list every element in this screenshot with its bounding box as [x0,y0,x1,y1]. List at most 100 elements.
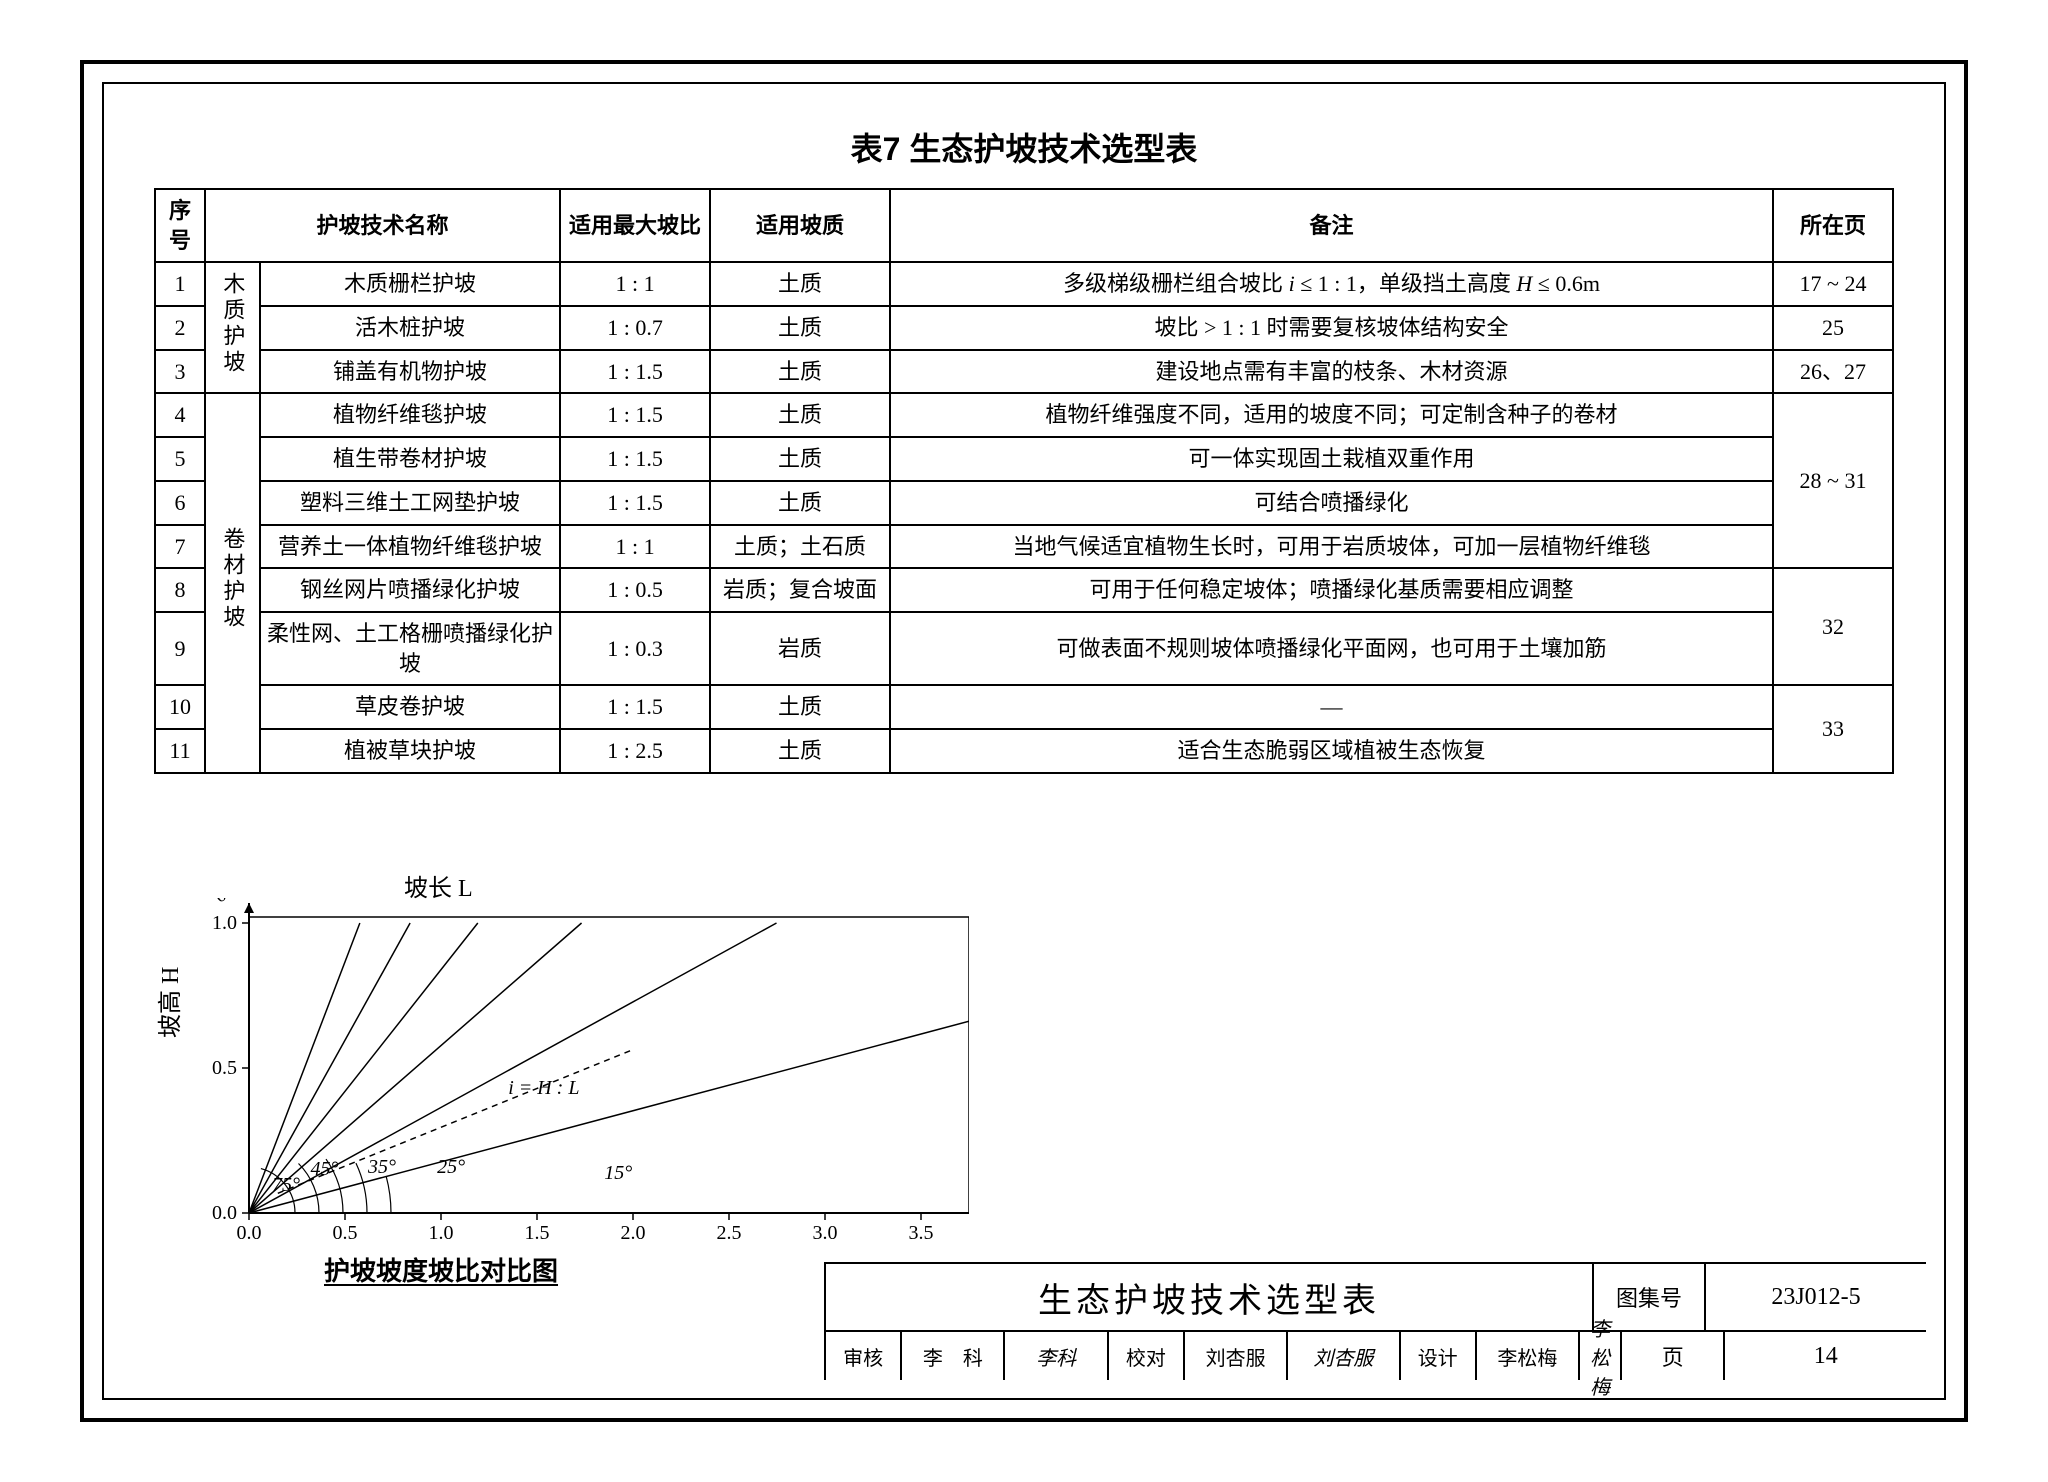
table-cell: 9 [155,612,205,685]
table-row: 4卷材护坡植物纤维毯护坡1 : 1.5土质植物纤维强度不同，适用的坡度不同；可定… [155,393,1893,437]
table-cell: 植物纤维强度不同，适用的坡度不同；可定制含种子的卷材 [890,393,1773,437]
table-cell: 岩质 [710,612,890,685]
table-cell: 8 [155,568,205,612]
table-cell: 可做表面不规则坡体喷播绿化平面网，也可用于土壤加筋 [890,612,1773,685]
table-cell: 土质；土石质 [710,525,890,569]
table-cell: 卷材护坡 [205,393,260,772]
table-cell: 1 : 1.5 [560,481,710,525]
table-cell: — [890,685,1773,729]
table-cell: 6 [155,481,205,525]
col-seq: 序号 [155,189,205,262]
svg-text:i = H : L: i = H : L [508,1077,579,1099]
table-row: 6塑料三维土工网垫护坡1 : 1.5土质可结合喷播绿化 [155,481,1893,525]
table-cell: 2 [155,306,205,350]
table-cell: 32 [1773,568,1893,685]
table-cell: 植物纤维毯护坡 [260,393,560,437]
review-label: 审核 [826,1332,902,1380]
page-value: 14 [1725,1332,1926,1380]
table-cell: 铺盖有机物护坡 [260,350,560,394]
check-name: 刘杏服 [1185,1332,1288,1380]
table-cell: 当地气候适宜植物生长时，可用于岩质坡体，可加一层植物纤维毯 [890,525,1773,569]
table-cell: 木质护坡 [205,262,260,393]
table-cell: 坡比 > 1 : 1 时需要复核坡体结构安全 [890,306,1773,350]
table-cell: 4 [155,393,205,437]
col-page: 所在页 [1773,189,1893,262]
table-cell: 营养土一体植物纤维毯护坡 [260,525,560,569]
table-cell: 土质 [710,262,890,306]
table-cell: 土质 [710,729,890,773]
review-sign: 李科 [1005,1332,1108,1380]
table-cell: 植生带卷材护坡 [260,437,560,481]
design-label: 设计 [1401,1332,1477,1380]
table-row: 8钢丝网片喷播绿化护坡1 : 0.5岩质；复合坡面可用于任何稳定坡体；喷播绿化基… [155,568,1893,612]
table-title: 表7 生态护坡技术选型表 [154,124,1894,170]
book-label: 图集号 [1594,1264,1706,1330]
svg-text:6×10°: 6×10° [211,898,260,907]
svg-text:45°: 45° [310,1158,338,1180]
outer-border: 表7 生态护坡技术选型表 序号 护坡技术名称 适用最大坡比 适用坡质 备注 所在… [80,60,1968,1422]
table-row: 9柔性网、土工格栅喷播绿化护坡1 : 0.3岩质可做表面不规则坡体喷播绿化平面网… [155,612,1893,685]
table-row: 7 营养土一体植物纤维毯护坡1 : 1土质；土石质当地气候适宜植物生长时，可用于岩… [155,525,1893,569]
table-row: 5 植生带卷材护坡1 : 1.5土质可一体实现固土栽植双重作用 [155,437,1893,481]
diagram-caption: 护坡坡度坡比对比图 [324,1251,558,1288]
table-cell: 5 [155,437,205,481]
table-cell: 岩质；复合坡面 [710,568,890,612]
table-cell: 柔性网、土工格栅喷播绿化护坡 [260,612,560,685]
svg-text:35°: 35° [367,1156,396,1178]
table-cell: 17 ~ 24 [1773,262,1893,306]
svg-text:25°: 25° [437,1156,465,1178]
table-cell: 1 : 1 [560,262,710,306]
table-body: 1木质护坡木质栅栏护坡1 : 1土质多级梯级栅栏组合坡比 i ≤ 1 : 1，单… [155,262,1893,772]
table-cell: 土质 [710,350,890,394]
design-name: 李松梅 [1477,1332,1580,1380]
table-cell: 土质 [710,685,890,729]
selection-table: 序号 护坡技术名称 适用最大坡比 适用坡质 备注 所在页 1木质护坡木质栅栏护坡… [154,188,1894,774]
table-cell: 土质 [710,306,890,350]
col-ratio: 适用最大坡比 [560,189,710,262]
table-cell: 33 [1773,685,1893,772]
table-cell: 1 : 1.5 [560,437,710,481]
svg-text:3.5: 3.5 [909,1222,934,1244]
table-cell: 土质 [710,481,890,525]
table-cell: 1 : 1 [560,525,710,569]
table-cell: 1 : 2.5 [560,729,710,773]
svg-text:0.5: 0.5 [333,1222,358,1244]
table-cell: 1 : 1.5 [560,350,710,394]
table-cell: 11 [155,729,205,773]
table-cell: 10 [155,685,205,729]
table-row: 1木质护坡木质栅栏护坡1 : 1土质多级梯级栅栏组合坡比 i ≤ 1 : 1，单… [155,262,1893,306]
svg-text:3.0: 3.0 [813,1222,838,1244]
table-cell: 1 : 0.5 [560,568,710,612]
svg-text:2.0: 2.0 [621,1222,646,1244]
table-cell: 26、27 [1773,350,1893,394]
table-cell: 28 ~ 31 [1773,393,1893,568]
table-cell: 1 : 1.5 [560,393,710,437]
book-value: 23J012-5 [1706,1264,1926,1330]
svg-text:1.5: 1.5 [525,1222,550,1244]
table-cell: 塑料三维土工网垫护坡 [260,481,560,525]
svg-text:1.0: 1.0 [429,1222,454,1244]
svg-text:0.5: 0.5 [212,1057,237,1079]
page-label: 页 [1622,1332,1725,1380]
table-cell: 建设地点需有丰富的枝条、木材资源 [890,350,1773,394]
table-row: 11 植被草块护坡1 : 2.5土质适合生态脆弱区域植被生态恢复 [155,729,1893,773]
diagram-ylabel: 坡高 H [150,967,185,1038]
table-cell: 3 [155,350,205,394]
table-cell: 木质栅栏护坡 [260,262,560,306]
review-name: 李 科 [902,1332,1005,1380]
table-cell: 7 [155,525,205,569]
table-cell: 适合生态脆弱区域植被生态恢复 [890,729,1773,773]
table-cell: 植被草块护坡 [260,729,560,773]
design-sign: 李松梅 [1580,1332,1622,1380]
check-sign: 刘杏服 [1288,1332,1400,1380]
svg-text:1.0: 1.0 [212,912,237,934]
table-cell: 可一体实现固土栽植双重作用 [890,437,1773,481]
col-geology: 适用坡质 [710,189,890,262]
svg-text:2.5: 2.5 [717,1222,742,1244]
table-cell: 1 : 1.5 [560,685,710,729]
check-label: 校对 [1109,1332,1185,1380]
table-row: 3 铺盖有机物护坡1 : 1.5土质建设地点需有丰富的枝条、木材资源26、27 [155,350,1893,394]
table-cell: 25 [1773,306,1893,350]
table-cell: 土质 [710,437,890,481]
svg-text:15°: 15° [604,1162,632,1184]
